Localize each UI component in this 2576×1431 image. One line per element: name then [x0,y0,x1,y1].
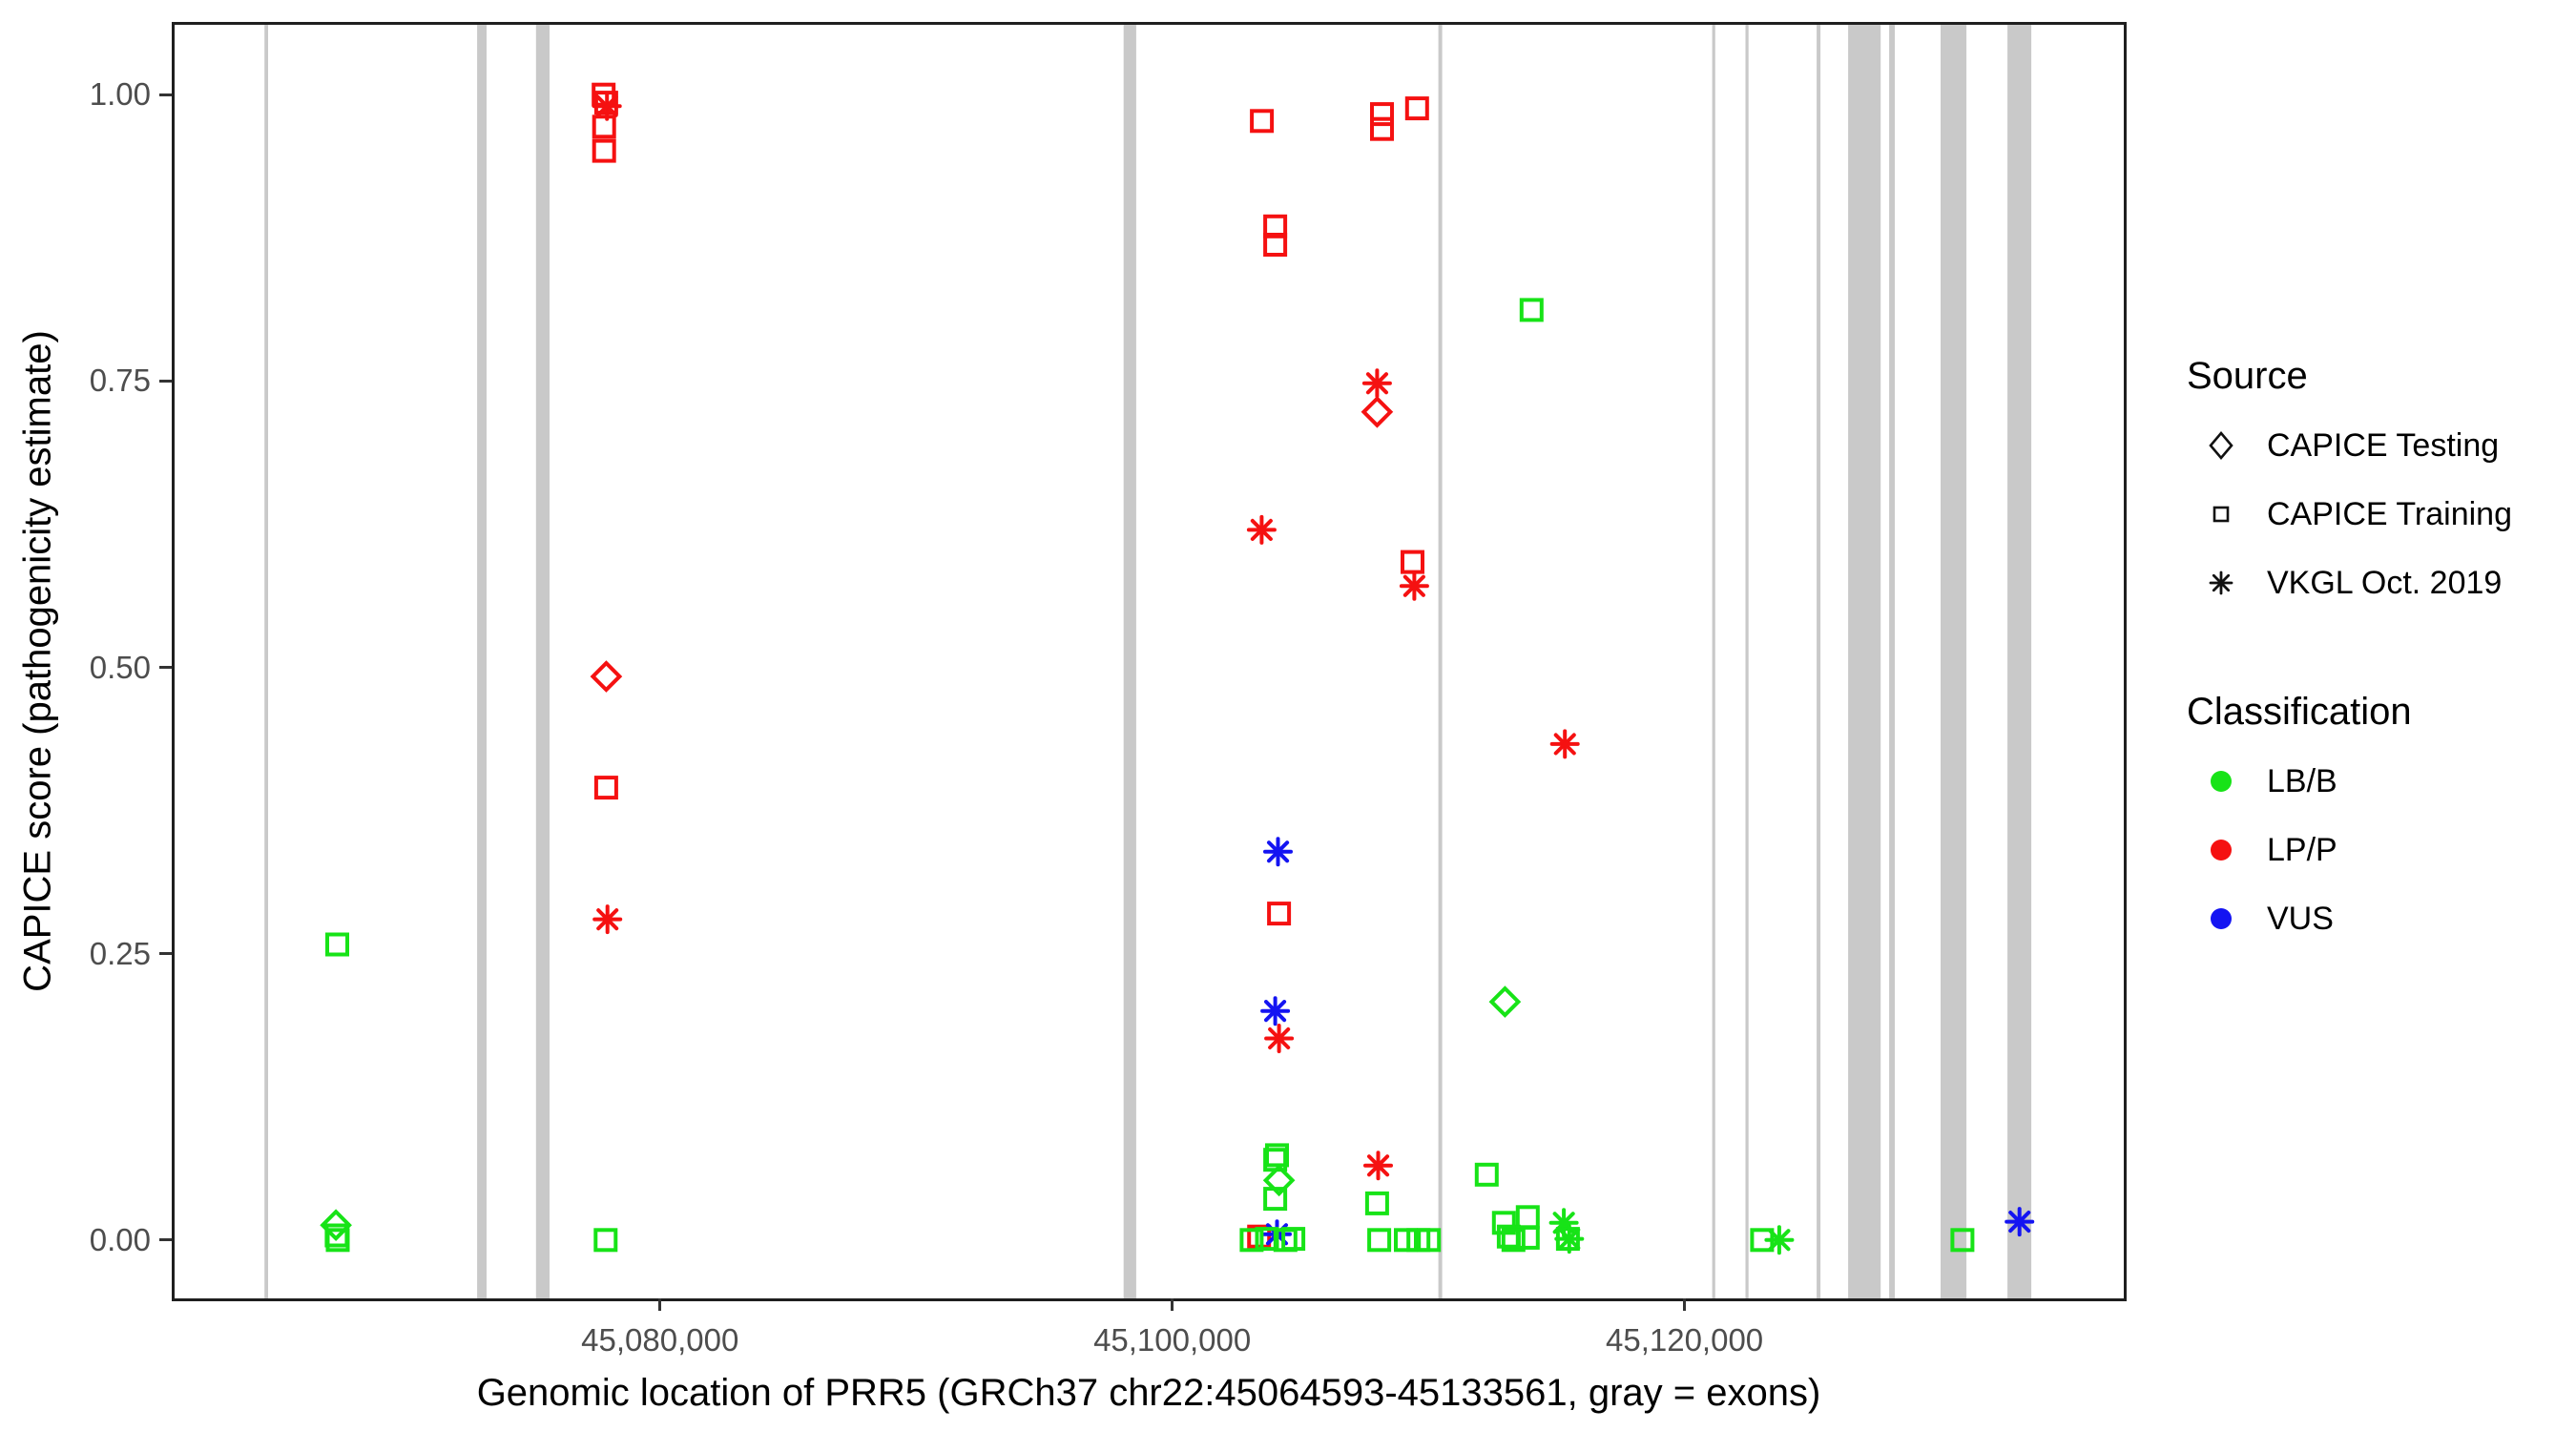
exon-bar [2007,25,2032,1298]
x-tick-mark [658,1298,662,1311]
legend-label: CAPICE Training [2267,495,2512,532]
point-asterisk [592,904,623,935]
exon-bar [1848,25,1881,1298]
point-square [1401,550,1424,574]
point-square [1394,1228,1418,1253]
exon-bar [1123,25,1136,1298]
legend-label: CAPICE Testing [2267,426,2500,464]
legend-label: VUS [2267,900,2334,937]
lbb-dot-icon [2200,760,2242,802]
y-tick-label: 0.75 [89,363,151,399]
exon-bar [1438,25,1443,1298]
y-tick-mark [159,93,172,96]
legend-item-capice-testing: CAPICE Testing [2187,411,2568,480]
point-square [592,138,616,163]
point-square [1515,1225,1540,1250]
point-diamond [320,1209,352,1242]
plot-panel [172,22,2127,1301]
square-icon [2200,493,2242,535]
point-asterisk [1554,1224,1585,1255]
exon-bar [264,25,268,1298]
exon-bar [1712,25,1715,1298]
point-square [1367,1228,1392,1253]
point-asterisk [1260,996,1291,1027]
point-square [1263,233,1288,257]
legend-item-vkgl: VKGL Oct. 2019 [2187,549,2568,617]
x-tick-mark [1171,1298,1174,1311]
point-asterisk [2005,1207,2035,1237]
point-square [1281,1227,1306,1252]
legend-item-lbb: LB/B [2187,747,2568,816]
exon-bar [477,25,487,1298]
point-square [1267,902,1292,926]
point-asterisk [1764,1225,1795,1255]
y-tick-label: 0.50 [89,649,151,685]
point-square [1250,109,1275,134]
asterisk-icon [2200,562,2242,604]
point-square [325,932,349,957]
legend-classification-title: Classification [2187,691,2412,733]
point-asterisk [1263,837,1293,867]
point-asterisk [1399,570,1429,601]
y-tick-mark [159,666,172,669]
legend-source-group: Source CAPICE Testing CAPICE Training [2187,355,2568,617]
legend-item-capice-training: CAPICE Training [2187,480,2568,549]
y-tick-mark [159,1238,172,1242]
point-square [1247,1224,1272,1249]
point-square [325,1228,350,1253]
point-square [1474,1162,1499,1187]
point-diamond [1262,1164,1296,1197]
point-asterisk [1549,729,1580,759]
point-square [1404,96,1429,121]
point-square [1364,1191,1389,1215]
point-square [1519,298,1544,322]
legend-label: LB/B [2267,762,2337,799]
point-square [1239,1228,1264,1253]
x-axis-title: Genomic location of PRR5 (GRCh37 chr22:4… [476,1372,1821,1414]
point-square [592,114,616,139]
y-tick-label: 0.00 [89,1221,151,1257]
point-diamond [590,660,623,693]
exon-bar [1745,25,1749,1298]
exon-bar [1889,25,1895,1298]
legend-classification-group: Classification LB/B LP/P VUS [2187,691,2568,953]
point-square [593,1228,618,1253]
point-square [1263,1187,1288,1212]
point-square [1417,1228,1442,1253]
point-square [1515,1205,1540,1230]
plot-canvas [264,25,2035,1298]
point-asterisk [1246,514,1277,545]
x-tick-mark [1683,1298,1687,1311]
point-square [1501,1228,1526,1253]
y-tick-label: 1.00 [89,76,151,113]
legend-item-vus: VUS [2187,884,2568,953]
point-square [1950,1228,1975,1253]
point-asterisk [1264,1024,1295,1053]
legend-source-title: Source [2187,355,2308,397]
lpp-dot-icon [2200,829,2242,871]
exon-bar [535,25,550,1298]
x-tick-label: 45,100,000 [1093,1322,1252,1358]
x-tick-label: 45,080,000 [581,1322,739,1358]
point-square [1370,116,1394,141]
legend-label: VKGL Oct. 2019 [2267,564,2503,601]
legend-item-lpp: LP/P [2187,816,2568,884]
exon-bar [1941,25,1967,1298]
point-diamond [1488,985,1522,1018]
legend-label: LP/P [2267,831,2337,868]
point-diamond [1361,395,1394,428]
diamond-icon [2200,425,2242,467]
point-square [593,776,618,800]
point-asterisk [1361,368,1392,399]
point-asterisk [1363,1151,1393,1181]
vus-dot-icon [2200,898,2242,940]
x-tick-label: 45,120,000 [1605,1322,1764,1358]
y-tick-mark [159,952,172,956]
point-square [1370,102,1394,127]
point-asterisk [592,91,622,121]
y-tick-label: 0.25 [89,935,151,971]
exon-bar [1817,25,1821,1298]
y-tick-mark [159,379,172,383]
